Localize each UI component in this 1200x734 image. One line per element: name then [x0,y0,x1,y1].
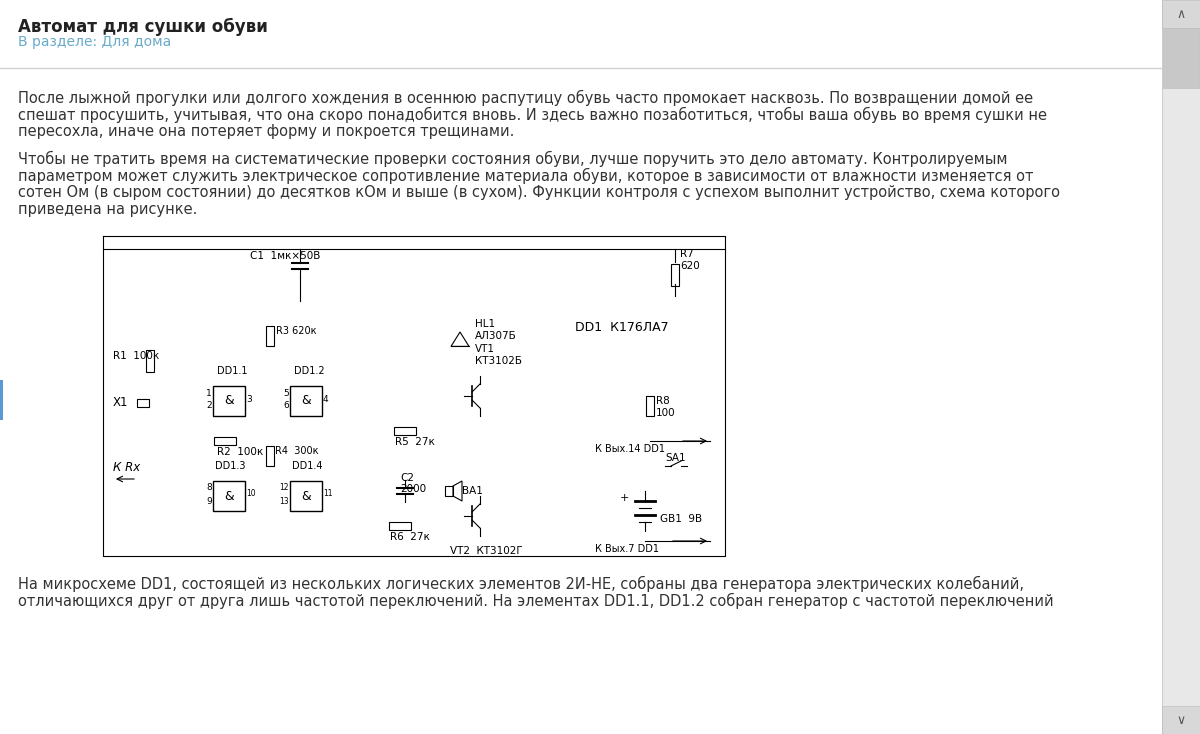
Text: 13: 13 [280,496,289,506]
Text: ∧: ∧ [1176,7,1186,21]
Text: отличающихся друг от друга лишь частотой переключений. На элементах DD1.1, DD1.2: отличающихся друг от друга лишь частотой… [18,593,1054,609]
Bar [0,380,2,420]
Text: ВА1: ВА1 [462,486,482,496]
Text: спешат просушить, учитывая, что она скоро понадобится вновь. И здесь важно позаб: спешат просушить, учитывая, что она скор… [18,107,1046,123]
Text: ∨: ∨ [1176,713,1186,727]
Text: пересохла, иначе она потеряет форму и покроется трещинами.: пересохла, иначе она потеряет форму и по… [18,124,515,139]
Text: 4: 4 [323,394,329,404]
Text: К Вых.7 DD1: К Вых.7 DD1 [595,544,659,554]
Text: 5: 5 [283,388,289,398]
Text: 10: 10 [246,490,256,498]
Text: Чтобы не тратить время на систематические проверки состояния обуви, лучше поручи: Чтобы не тратить время на систематически… [18,151,1008,167]
Text: 8: 8 [206,484,212,493]
Bar [1163,28,1199,88]
Text: 6: 6 [283,401,289,410]
Text: 100: 100 [656,408,676,418]
Text: R4  300к: R4 300к [275,446,318,456]
Text: R5  27к: R5 27к [395,437,434,447]
Text: HL1: HL1 [475,319,496,329]
Text: R7: R7 [680,249,694,259]
Bar [445,486,454,496]
Bar [146,350,154,372]
Text: КТ3102Б: КТ3102Б [475,356,522,366]
Text: SA1: SA1 [665,453,685,463]
Text: DD1.1: DD1.1 [217,366,247,376]
Text: Автомат для сушки обуви: Автомат для сушки обуви [18,18,268,36]
Bar [266,446,274,466]
Bar [1162,0,1200,28]
Bar [671,264,679,286]
Text: К Вых.14 DD1: К Вых.14 DD1 [595,444,665,454]
Text: DD1.3: DD1.3 [215,461,246,471]
Text: &: & [301,394,311,407]
Text: R8: R8 [656,396,670,406]
Text: 12: 12 [280,484,289,493]
Text: 620: 620 [680,261,700,271]
Bar [137,399,149,407]
Text: DD1  К176ЛА7: DD1 К176ЛА7 [575,321,668,334]
Text: DD1.4: DD1.4 [292,461,323,471]
Bar [214,481,245,511]
Bar [290,481,322,511]
Text: 9: 9 [206,496,212,506]
Text: 11: 11 [323,490,332,498]
Text: После лыжной прогулки или долгого хождения в осеннюю распутицу обувь часто промо: После лыжной прогулки или долгого хожден… [18,90,1033,106]
Text: АЛ307Б: АЛ307Б [475,331,517,341]
Bar [389,522,410,530]
Text: R3 620к: R3 620к [276,326,317,336]
Text: VT2  КТ3102Г: VT2 КТ3102Г [450,546,523,556]
Text: R2  100к: R2 100к [217,447,263,457]
Bar [394,427,416,435]
Bar [1162,0,1200,734]
Bar [95,231,730,561]
Text: C2: C2 [400,473,414,483]
Bar [214,386,245,416]
Bar [290,386,322,416]
Text: DD1.2: DD1.2 [294,366,325,376]
Bar [646,396,654,416]
Text: приведена на рисунке.: приведена на рисунке. [18,202,197,217]
Text: +: + [620,493,632,503]
Text: На микросхеме DD1, состоящей из нескольких логических элементов 2И-НЕ, собраны д: На микросхеме DD1, состоящей из нескольк… [18,576,1024,592]
Bar [266,326,274,346]
Text: R6  27к: R6 27к [390,532,430,542]
Text: параметром может служить электрическое сопротивление материала обуви, которое в : параметром может служить электрическое с… [18,168,1033,184]
Text: 2: 2 [206,401,212,410]
Text: VT1: VT1 [475,344,496,354]
Text: C1  1мк×50В: C1 1мк×50В [250,251,320,261]
Text: В разделе: Для дома: В разделе: Для дома [18,35,172,49]
Bar [214,437,236,445]
Text: 3: 3 [246,394,252,404]
Text: 2000: 2000 [400,484,426,494]
Text: &: & [224,394,234,407]
Text: X1: X1 [113,396,128,409]
Bar [1162,706,1200,734]
Text: 1: 1 [206,388,212,398]
Text: GB1  9В: GB1 9В [660,514,702,524]
Text: &: & [224,490,234,503]
Text: К Rx: К Rx [113,461,140,474]
Text: &: & [301,490,311,503]
Text: сотен Ом (в сыром состоянии) до десятков кОм и выше (в сухом). Функции контроля : сотен Ом (в сыром состоянии) до десятков… [18,185,1060,200]
Text: R1  100к: R1 100к [113,351,160,361]
